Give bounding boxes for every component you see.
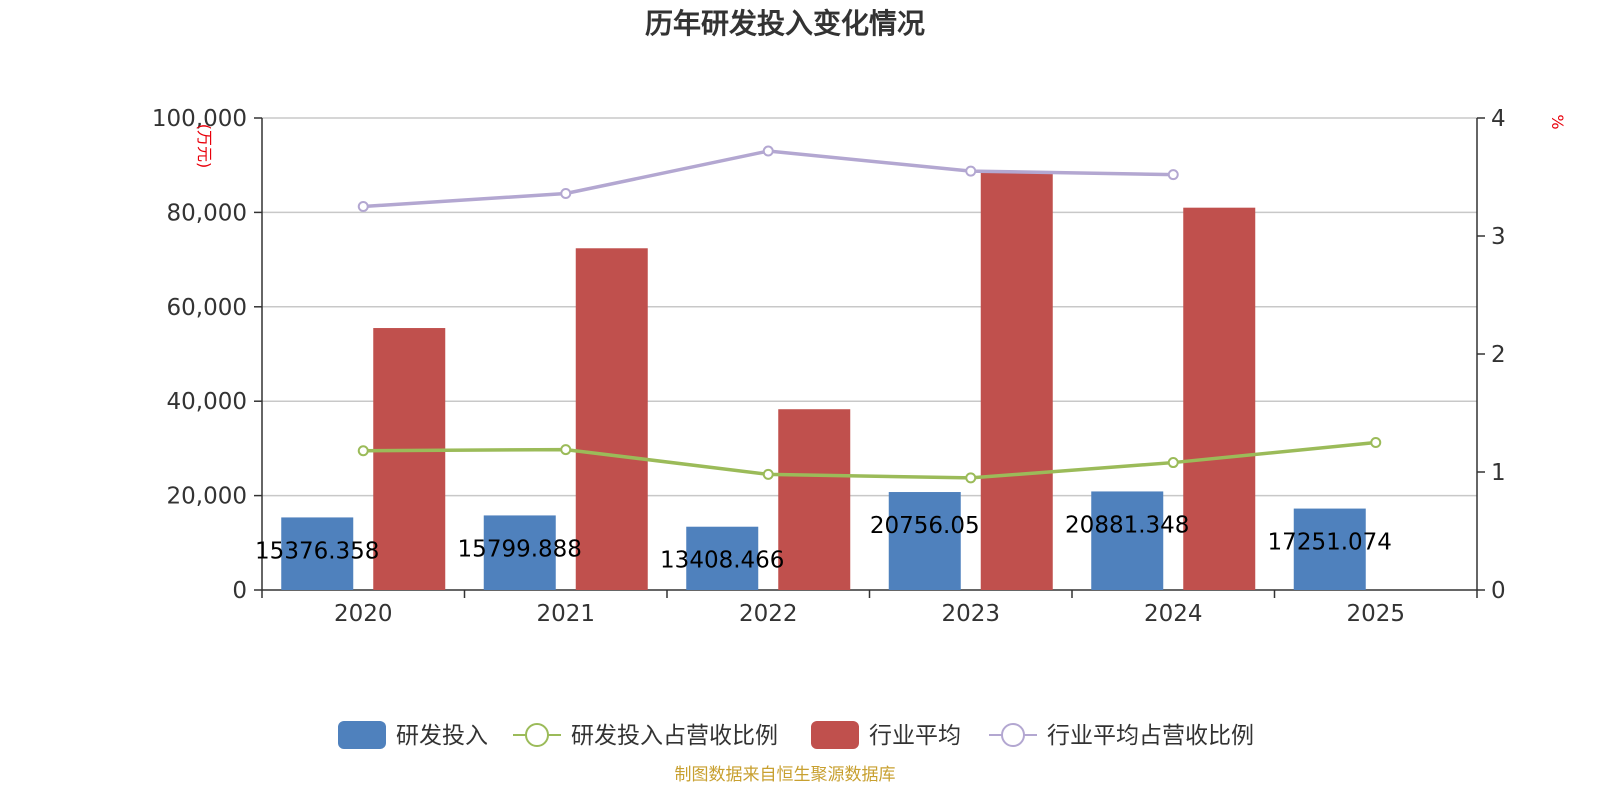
- line-point: [357, 201, 369, 212]
- line-point: [560, 188, 572, 200]
- line-point: [965, 165, 977, 177]
- legend-item: 行业平均占营收比例: [989, 723, 1254, 749]
- y-right-tick-label: 1: [1491, 460, 1506, 486]
- x-tick-label: 2024: [1144, 601, 1203, 627]
- bar: [1293, 508, 1366, 590]
- bar: [1183, 207, 1256, 590]
- y-right-tick-label: 2: [1491, 342, 1506, 368]
- legend-label: 研发投入占营收比例: [571, 723, 778, 749]
- y-right-unit-label: %: [1548, 114, 1567, 129]
- chart-title: 历年研发投入变化情况: [645, 7, 925, 40]
- y-right-tick-label: 4: [1491, 106, 1506, 132]
- x-tick-label: 2025: [1346, 601, 1405, 627]
- bar-data-label: 20881.348: [1065, 512, 1189, 538]
- y-left-unit-label: (万元): [195, 124, 214, 169]
- line-point: [357, 445, 369, 457]
- legend: 研发投入 研发投入占营收比例 行业平均 行业平均占营收比例: [338, 721, 1254, 749]
- legend-marker: [525, 723, 549, 747]
- y-left-tick-label: 20,000: [167, 484, 247, 510]
- x-tick-label: 2023: [941, 601, 1000, 627]
- legend-item: 研发投入占营收比例: [513, 723, 778, 749]
- data-labels: 15376.358 15799.888 13408.466 20756.05 20881…: [255, 512, 1392, 573]
- y-left-tick-label: 80,000: [167, 200, 247, 226]
- line-point: [762, 468, 774, 480]
- bar-data-label: 15799.888: [458, 536, 582, 562]
- bar: [980, 171, 1053, 591]
- bar-data-label: 17251.074: [1268, 530, 1392, 556]
- line-series: [357, 145, 1382, 484]
- legend-bar-swatch: [811, 721, 859, 749]
- source-note: 制图数据来自恒生聚源数据库: [675, 765, 896, 785]
- x-tick-label: 2021: [536, 601, 595, 627]
- bar: [483, 515, 556, 590]
- bar-data-label: 20756.05: [870, 513, 980, 539]
- bar: [1091, 491, 1164, 590]
- line-point: [965, 472, 977, 484]
- y-left-tick-label: 40,000: [167, 389, 247, 415]
- line-point: [1167, 169, 1179, 181]
- bar: [686, 526, 759, 590]
- bar: [281, 517, 354, 590]
- legend-marker: [1001, 723, 1025, 747]
- bar: [888, 492, 961, 590]
- gridlines: [262, 117, 1477, 497]
- legend-label: 行业平均占营收比例: [1047, 723, 1254, 749]
- bar: [373, 328, 446, 590]
- axes: 0 20,000 40,000 60,000 80,000 100,000 0 1 2 3 4 202…: [152, 106, 1506, 627]
- x-tick-label: 2020: [334, 601, 393, 627]
- bar-data-label: 15376.358: [255, 538, 379, 564]
- legend-label: 行业平均: [869, 723, 961, 749]
- bar: [778, 409, 851, 590]
- y-left-tick-label: 100,000: [152, 106, 247, 132]
- line-point: [560, 444, 572, 456]
- y-left-tick-label: 60,000: [167, 295, 247, 321]
- y-right-tick-label: 0: [1491, 578, 1506, 604]
- legend-bar-swatch: [338, 721, 386, 749]
- y-left-tick-label: 0: [232, 578, 247, 604]
- legend-label: 研发投入: [396, 723, 488, 749]
- bar-data-label: 13408.466: [660, 548, 784, 574]
- bar-series: [281, 171, 1366, 591]
- line-point: [1167, 457, 1179, 469]
- legend-item: 研发投入: [338, 721, 488, 749]
- line-point: [1370, 437, 1382, 448]
- y-right-tick-label: 3: [1491, 224, 1506, 250]
- bar: [575, 248, 648, 590]
- legend-item: 行业平均: [811, 721, 961, 749]
- line-point: [762, 145, 774, 157]
- x-tick-label: 2022: [739, 601, 798, 627]
- series-line: [363, 440, 1376, 480]
